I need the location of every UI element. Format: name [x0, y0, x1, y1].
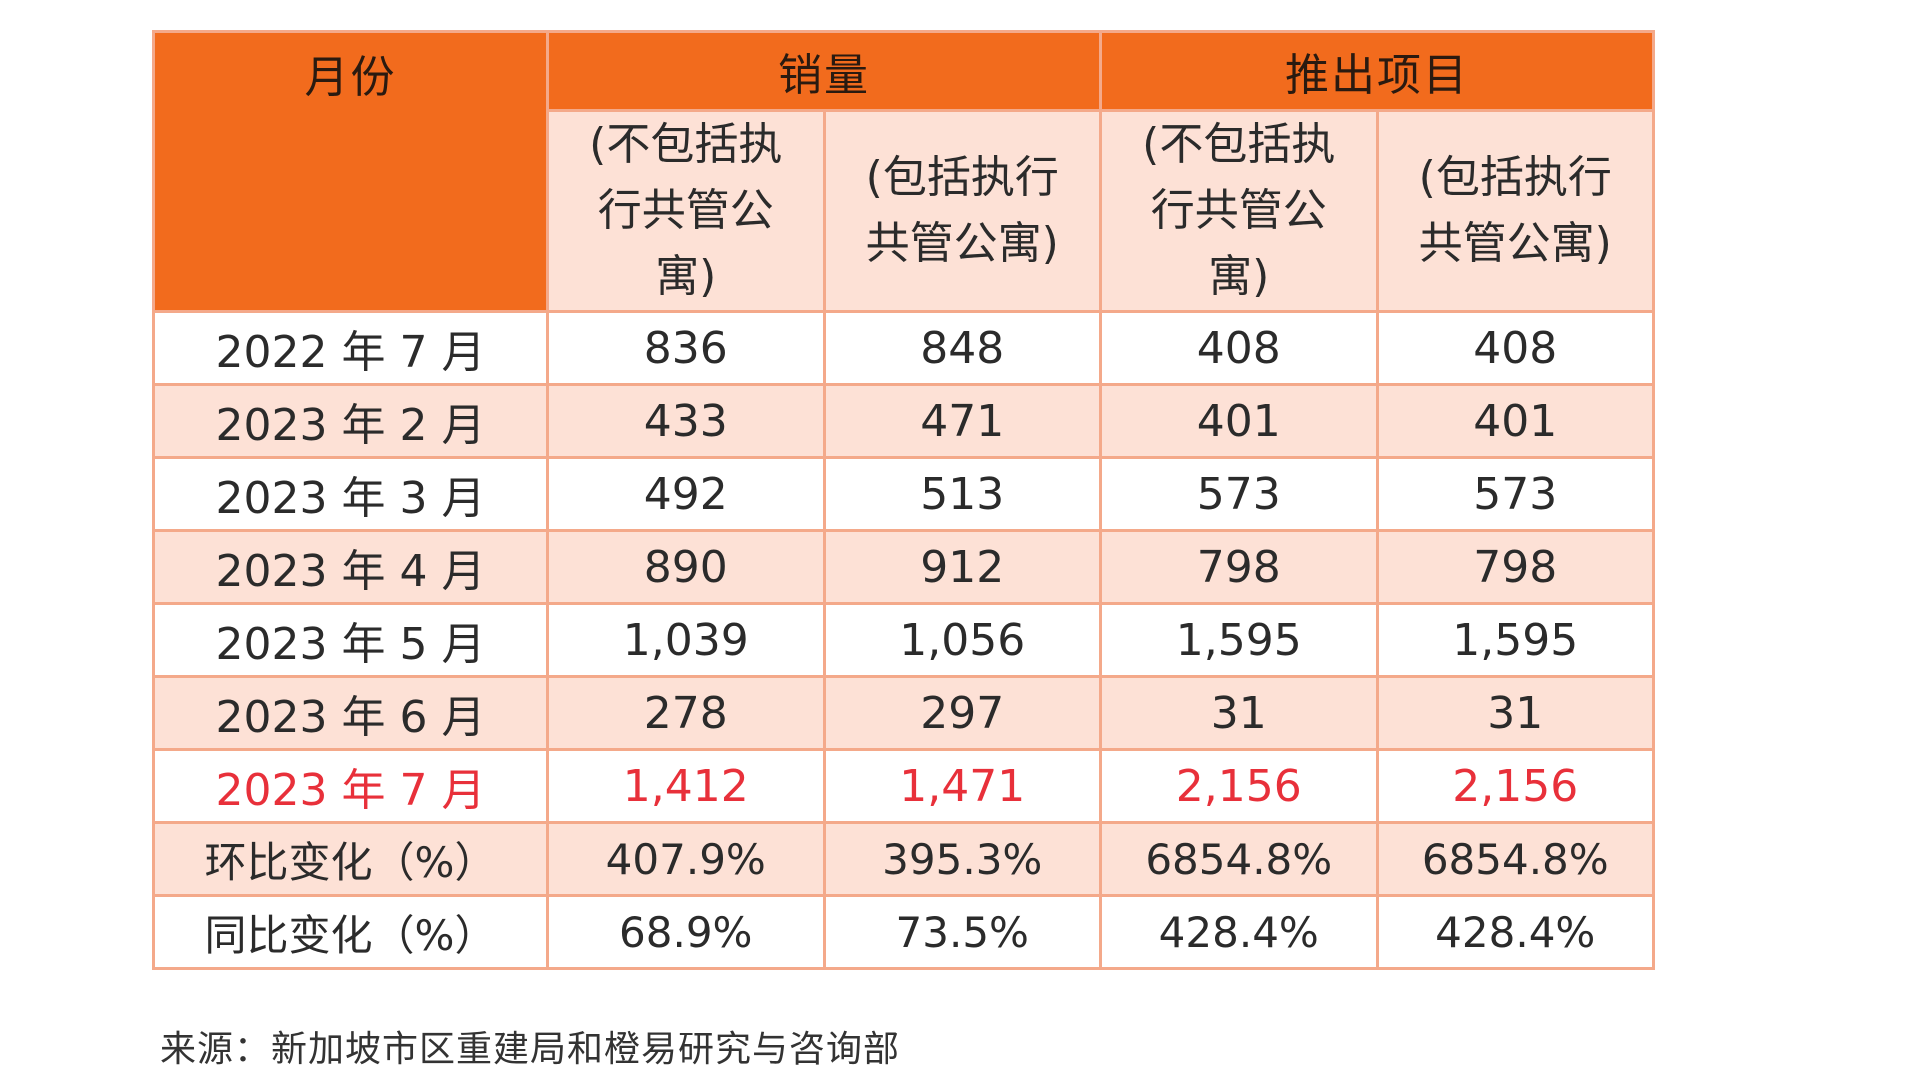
- subheader-sales-incl-ec: (包括执行共管公寓): [822, 109, 1102, 313]
- cell-month: 2023 年 5 月: [152, 602, 549, 678]
- subheader-sales-excl-ec: (不包括执行共管公寓): [546, 109, 826, 313]
- cell-value: 492: [546, 456, 826, 532]
- source-note: 来源：新加坡市区重建局和橙易研究与咨询部: [160, 1029, 901, 1070]
- cell-value: 297: [822, 675, 1102, 751]
- cell-value: 1,039: [546, 602, 826, 678]
- cell-value: 31: [1375, 675, 1655, 751]
- subheader-text: (不包括执行共管公寓): [1142, 119, 1336, 302]
- table-row: 2023 年 6 月 278 297 31 31: [152, 675, 1655, 751]
- cell-month: 环比变化（%）: [152, 821, 549, 897]
- table-row: 2023 年 3 月 492 513 573 573: [152, 456, 1655, 532]
- cell-value: 6854.8%: [1375, 821, 1655, 897]
- cell-value: 1,595: [1099, 602, 1379, 678]
- cell-value: 407.9%: [546, 821, 826, 897]
- table-row: 2023 年 4 月 890 912 798 798: [152, 529, 1655, 605]
- cell-value: 848: [822, 310, 1102, 386]
- cell-month: 2023 年 4 月: [152, 529, 549, 605]
- cell-value: 1,471: [822, 748, 1102, 824]
- table-row-mom-change: 环比变化（%） 407.9% 395.3% 6854.8% 6854.8%: [152, 821, 1655, 897]
- cell-value: 433: [546, 383, 826, 459]
- cell-month: 2023 年 2 月: [152, 383, 549, 459]
- cell-value: 408: [1099, 310, 1379, 386]
- cell-value: 31: [1099, 675, 1379, 751]
- cell-value: 428.4%: [1375, 894, 1655, 970]
- cell-value: 836: [546, 310, 826, 386]
- cell-value: 73.5%: [822, 894, 1102, 970]
- cell-value: 395.3%: [822, 821, 1102, 897]
- cell-value: 6854.8%: [1099, 821, 1379, 897]
- cell-value: 2,156: [1099, 748, 1379, 824]
- table-row: 2023 年 2 月 433 471 401 401: [152, 383, 1655, 459]
- cell-month: 2022 年 7 月: [152, 310, 549, 386]
- cell-value: 1,056: [822, 602, 1102, 678]
- cell-value: 428.4%: [1099, 894, 1379, 970]
- cell-value: 278: [546, 675, 826, 751]
- subheader-text: (包括执行共管公寓): [1418, 152, 1612, 269]
- cell-value: 401: [1375, 383, 1655, 459]
- header-sales: 销量: [546, 30, 1102, 112]
- subheader-text: (不包括执行共管公寓): [589, 119, 783, 302]
- cell-value: 798: [1375, 529, 1655, 605]
- table-row: 2023 年 5 月 1,039 1,056 1,595 1,595: [152, 602, 1655, 678]
- table-row: 2022 年 7 月 836 848 408 408: [152, 310, 1655, 386]
- cell-value: 1,595: [1375, 602, 1655, 678]
- cell-value: 573: [1099, 456, 1379, 532]
- subheader-launch-excl-ec: (不包括执行共管公寓): [1099, 109, 1379, 313]
- cell-value: 798: [1099, 529, 1379, 605]
- cell-value: 401: [1099, 383, 1379, 459]
- sales-launch-table: 月份 销量 推出项目 (不包括执行共管公寓) (包括执行共管公寓) (不包括执行…: [152, 30, 1655, 970]
- data-table-container: 月份 销量 推出项目 (不包括执行共管公寓) (包括执行共管公寓) (不包括执行…: [152, 30, 1655, 970]
- subheader-launch-incl-ec: (包括执行共管公寓): [1375, 109, 1655, 313]
- cell-value: 408: [1375, 310, 1655, 386]
- cell-value: 890: [546, 529, 826, 605]
- header-row-main: 月份 销量 推出项目: [152, 30, 1655, 313]
- cell-value: 1,412: [546, 748, 826, 824]
- cell-value: 471: [822, 383, 1102, 459]
- cell-value: 2,156: [1375, 748, 1655, 824]
- cell-value: 912: [822, 529, 1102, 605]
- cell-month: 同比变化（%）: [152, 894, 549, 970]
- cell-month: 2023 年 3 月: [152, 456, 549, 532]
- table-row-yoy-change: 同比变化（%） 68.9% 73.5% 428.4% 428.4%: [152, 894, 1655, 970]
- cell-value: 573: [1375, 456, 1655, 532]
- table-row-highlight: 2023 年 7 月 1,412 1,471 2,156 2,156: [152, 748, 1655, 824]
- cell-month: 2023 年 7 月: [152, 748, 549, 824]
- header-row-sub: (不包括执行共管公寓) (包括执行共管公寓) (不包括执行共管公寓) (包括执行…: [154, 109, 1655, 313]
- cell-month: 2023 年 6 月: [152, 675, 549, 751]
- cell-value: 513: [822, 456, 1102, 532]
- header-month: 月份: [152, 30, 549, 313]
- cell-value: 68.9%: [546, 894, 826, 970]
- subheader-text: (包括执行共管公寓): [865, 152, 1059, 269]
- header-launches: 推出项目: [1099, 30, 1655, 112]
